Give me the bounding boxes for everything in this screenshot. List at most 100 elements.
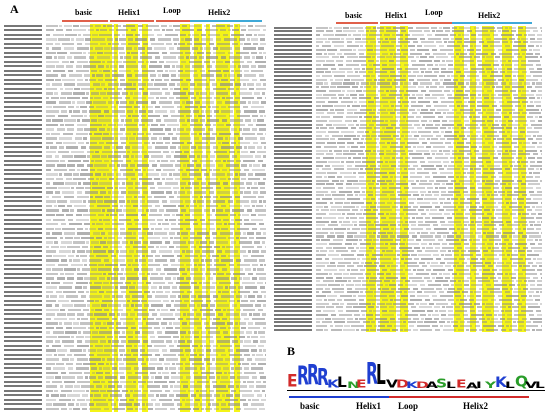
sequence-name xyxy=(4,380,42,383)
sequence-residues xyxy=(185,362,190,366)
sequence-residues xyxy=(316,310,321,313)
sequence-residues xyxy=(236,146,242,149)
sequence-residues xyxy=(83,65,96,68)
sequence-residues xyxy=(386,30,398,33)
sequence-residues xyxy=(104,344,110,348)
sequence-residues xyxy=(389,60,394,63)
sequence-residues xyxy=(328,37,340,40)
sequence-residues xyxy=(220,380,233,384)
sequence-residues xyxy=(433,119,440,122)
sequence-residues xyxy=(174,155,187,158)
sequence-residues xyxy=(492,104,497,107)
sequence-residues xyxy=(84,128,97,131)
sequence-residues xyxy=(191,299,203,303)
sequence-residues xyxy=(446,60,453,63)
sequence-residues xyxy=(178,223,190,226)
sequence-residues xyxy=(164,268,177,271)
logo-letter: R xyxy=(316,365,329,392)
sequence-residues xyxy=(152,164,157,167)
sequence-name xyxy=(4,87,42,90)
sequence-residues xyxy=(85,78,88,82)
sequence-residues xyxy=(457,164,462,167)
conserved-highlight-column xyxy=(366,26,376,332)
sequence-residues xyxy=(397,48,400,51)
sequence-residues xyxy=(373,239,379,242)
sequence-residues xyxy=(449,104,455,107)
sequence-residues xyxy=(138,173,143,176)
sequence-residues xyxy=(193,200,196,203)
sequence-residues xyxy=(466,265,471,268)
sequence-residues xyxy=(519,142,522,145)
sequence-residues xyxy=(223,69,229,73)
sequence-residues xyxy=(87,155,90,158)
sequence-residues xyxy=(149,159,155,163)
sequence-residues xyxy=(316,127,319,130)
sequence-residues xyxy=(522,213,529,216)
sequence-residues xyxy=(358,48,366,51)
sequence-residues xyxy=(46,250,56,253)
sequence-residues xyxy=(100,326,107,330)
sequence-residues xyxy=(382,186,387,189)
sequence-residues xyxy=(221,227,228,230)
sequence-residues xyxy=(213,349,225,352)
sequence-residues xyxy=(57,200,67,203)
sequence-residues xyxy=(252,317,265,321)
sequence-residues xyxy=(264,114,266,118)
sequence-residues xyxy=(374,138,379,141)
sequence-residues xyxy=(166,42,172,45)
sequence-residues xyxy=(359,93,364,96)
sequence-residues xyxy=(427,138,430,141)
sequence-residues xyxy=(400,265,405,268)
sequence-residues xyxy=(434,183,440,186)
sequence-residues xyxy=(78,290,84,294)
sequence-residues xyxy=(353,280,361,283)
sequence-residues xyxy=(115,335,118,339)
sequence-residues xyxy=(81,317,88,321)
sequence-residues xyxy=(46,232,50,235)
sequence-residues xyxy=(369,123,374,126)
sequence-residues xyxy=(382,190,394,193)
sequence-residues xyxy=(106,65,109,68)
sequence-residues xyxy=(398,164,410,167)
sequence-residues xyxy=(139,29,152,32)
sequence-residues xyxy=(46,281,50,285)
sequence-residues xyxy=(487,213,492,216)
sequence-residues xyxy=(46,105,52,109)
sequence-residues xyxy=(512,183,519,186)
sequence-name xyxy=(4,65,42,68)
sequence-residues xyxy=(95,47,103,50)
sequence-residues xyxy=(404,168,407,171)
sequence-residues xyxy=(156,96,159,100)
sequence-residues xyxy=(120,232,132,235)
sequence-residues xyxy=(170,87,173,91)
sequence-residues xyxy=(151,42,164,45)
sequence-residues xyxy=(458,157,461,160)
sequence-residues xyxy=(213,47,218,50)
sequence-residues xyxy=(483,108,486,111)
sequence-name xyxy=(4,38,42,41)
sequence-residues xyxy=(511,265,517,268)
sequence-residues xyxy=(327,235,335,238)
sequence-residues xyxy=(116,250,119,253)
sequence-residues xyxy=(417,45,422,48)
sequence-residues xyxy=(367,52,380,55)
sequence-residues xyxy=(173,38,179,41)
sequence-residues xyxy=(178,295,181,298)
sequence-residues xyxy=(242,213,249,217)
sequence-residues xyxy=(353,138,359,141)
sequence-residues xyxy=(443,37,449,40)
sequence-residues xyxy=(316,209,319,212)
sequence-residues xyxy=(391,265,398,268)
sequence-residues xyxy=(326,183,334,186)
sequence-residues xyxy=(105,227,117,230)
sequence-residues xyxy=(46,110,59,113)
sequence-residues xyxy=(495,213,508,216)
sequence-residues xyxy=(84,223,90,226)
sequence-residues xyxy=(174,236,181,239)
sequence-residues xyxy=(188,33,191,36)
sequence-residues xyxy=(88,349,96,352)
sequence-residues xyxy=(526,75,531,78)
sequence-residues xyxy=(347,235,353,238)
sequence-residues xyxy=(216,186,221,190)
sequence-residues xyxy=(430,142,443,145)
